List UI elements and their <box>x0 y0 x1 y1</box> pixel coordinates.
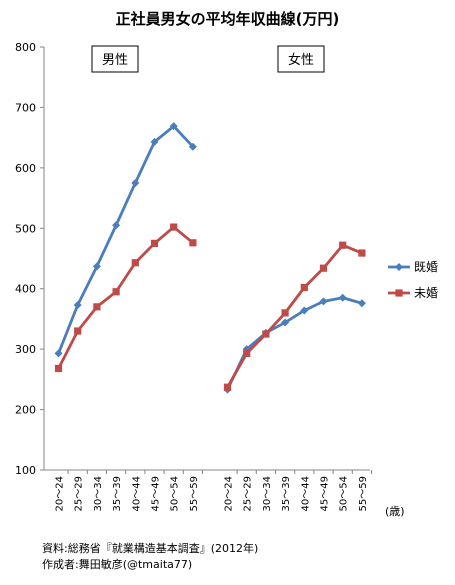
legend-label: 既婚 <box>414 260 438 274</box>
data-point <box>281 309 289 317</box>
data-point <box>54 349 63 358</box>
data-point <box>112 221 121 230</box>
data-point <box>74 327 82 335</box>
data-point <box>189 239 197 247</box>
panel-label: 男性 <box>102 53 128 68</box>
panel-label-box <box>277 45 325 73</box>
x-tick-label: 20〜24 <box>55 476 66 511</box>
data-point <box>339 241 347 249</box>
y-tick-label: 400 <box>15 283 36 296</box>
data-point <box>262 330 270 338</box>
x-tick-label: 30〜34 <box>262 476 273 511</box>
x-tick-label: 50〜54 <box>339 476 350 511</box>
data-point <box>54 364 63 373</box>
data-point <box>131 178 140 187</box>
x-tick-label: 55〜59 <box>189 476 200 511</box>
y-tick-label: 300 <box>15 343 36 356</box>
y-tick-label: 700 <box>15 101 36 114</box>
data-point <box>131 259 139 267</box>
data-point <box>395 289 403 297</box>
data-point <box>338 293 347 302</box>
x-tick-label: 35〜39 <box>281 476 292 511</box>
data-point <box>112 288 120 296</box>
x-tick-label: 45〜49 <box>151 476 162 511</box>
series-line <box>57 225 194 370</box>
x-tick-label: 45〜49 <box>320 476 331 511</box>
data-point <box>223 383 232 391</box>
x-tick-label: 50〜54 <box>170 476 181 511</box>
data-point <box>150 239 159 247</box>
data-point <box>92 262 101 271</box>
x-unit-label: (歳) <box>385 505 405 518</box>
panel-label-box <box>91 45 139 73</box>
data-point <box>395 263 403 271</box>
x-tick-label: 25〜29 <box>243 476 254 511</box>
y-tick-label: 800 <box>15 41 36 54</box>
x-tick-label: 40〜44 <box>131 476 142 511</box>
data-point <box>358 249 366 257</box>
data-point <box>357 299 366 308</box>
data-point <box>300 283 308 292</box>
y-tick-label: 500 <box>15 222 36 235</box>
legend-label: 未婚 <box>414 286 438 300</box>
x-tick-label: 40〜44 <box>300 476 311 511</box>
y-tick-label: 200 <box>15 404 36 417</box>
y-tick-label: 600 <box>15 162 36 175</box>
data-point <box>169 122 178 131</box>
data-point <box>170 223 178 231</box>
data-point <box>150 137 159 146</box>
data-point <box>93 303 101 311</box>
y-tick-label: 100 <box>15 464 36 477</box>
data-point <box>319 264 328 272</box>
data-point <box>319 297 328 306</box>
data-point <box>73 301 82 310</box>
author-note: 作成者:舞田敏彦(@tmaita77) <box>42 558 193 571</box>
x-tick-label: 25〜29 <box>74 476 85 511</box>
x-tick-label: 35〜39 <box>112 476 123 511</box>
data-point <box>300 306 309 315</box>
chart-title: 正社員男女の平均年収曲線(万円) <box>115 10 340 28</box>
data-point <box>281 318 290 327</box>
x-tick-label: 55〜59 <box>358 476 369 511</box>
series-line <box>57 124 194 354</box>
x-tick-label: 30〜34 <box>93 476 104 511</box>
panel-label: 女性 <box>288 52 314 68</box>
data-point <box>243 349 251 357</box>
series-line <box>226 296 363 391</box>
source-note: 資料:総務省『就業構造基本調査』(2012年) <box>42 542 259 555</box>
x-tick-label: 20〜24 <box>224 476 235 511</box>
data-point <box>188 142 197 151</box>
